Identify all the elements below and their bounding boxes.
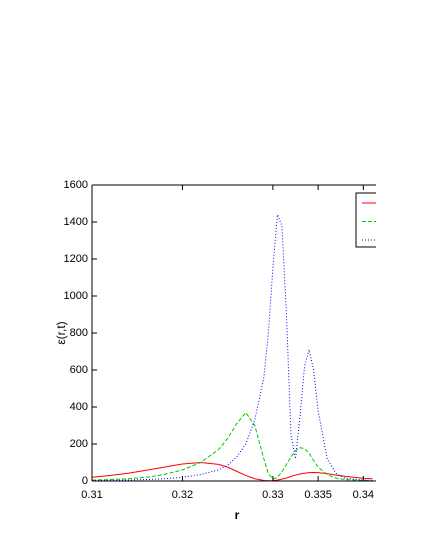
y-tick-label: 200 bbox=[70, 438, 88, 450]
y-tick-label: 1000 bbox=[64, 290, 88, 302]
y-tick-label: 600 bbox=[70, 364, 88, 376]
y-tick-label: 1600 bbox=[64, 179, 88, 191]
y-axis-label: ε(r,t) bbox=[54, 321, 68, 344]
series-line bbox=[92, 411, 373, 482]
plot-area bbox=[92, 192, 376, 482]
legend bbox=[355, 192, 376, 248]
y-tick-label: 400 bbox=[70, 401, 88, 413]
x-tick-label: 0.31 bbox=[81, 489, 102, 501]
x-tick-label: 0.34 bbox=[353, 489, 374, 501]
y-tick-label: 1200 bbox=[64, 253, 88, 265]
y-tick-label: 0 bbox=[82, 475, 88, 487]
y-tick-label: 800 bbox=[70, 327, 88, 339]
y-tick-label: 1400 bbox=[64, 216, 88, 228]
x-tick-label: 0.33 bbox=[262, 489, 283, 501]
x-axis-label: r bbox=[235, 508, 240, 522]
x-tick-label: 0.335 bbox=[304, 489, 332, 501]
x-tick-label: 0.32 bbox=[172, 489, 193, 501]
series-line bbox=[92, 214, 373, 482]
series-line bbox=[92, 461, 373, 482]
